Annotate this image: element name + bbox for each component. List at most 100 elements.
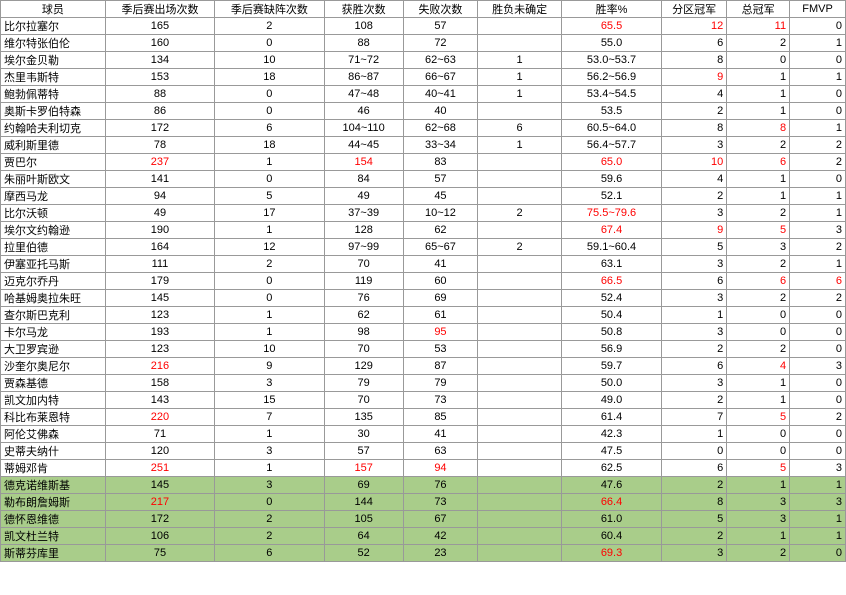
cell-rate: 67.4 — [561, 222, 661, 239]
table-row: 凯文杜兰特1062644260.4211 — [1, 528, 846, 545]
col-header-3: 获胜次数 — [324, 1, 403, 18]
cell-rate: 50.4 — [561, 307, 661, 324]
cell-und: 1 — [478, 52, 562, 69]
cell-miss: 17 — [215, 205, 324, 222]
cell-champ: 0 — [727, 426, 790, 443]
cell-und — [478, 256, 562, 273]
cell-fmvp: 1 — [790, 511, 846, 528]
cell-loss: 57 — [403, 171, 477, 188]
cell-name: 威利斯里德 — [1, 137, 106, 154]
cell-fmvp: 1 — [790, 35, 846, 52]
cell-champ: 6 — [727, 154, 790, 171]
table-row: 德怀恩维德17221056761.0531 — [1, 511, 846, 528]
cell-loss: 10~12 — [403, 205, 477, 222]
cell-miss: 0 — [215, 494, 324, 511]
cell-rate: 47.6 — [561, 477, 661, 494]
cell-fmvp: 0 — [790, 18, 846, 35]
cell-loss: 60 — [403, 273, 477, 290]
cell-fmvp: 0 — [790, 392, 846, 409]
cell-fmvp: 0 — [790, 341, 846, 358]
cell-app: 134 — [105, 52, 214, 69]
cell-win: 104~110 — [324, 120, 403, 137]
cell-miss: 0 — [215, 86, 324, 103]
cell-name: 伊塞亚托马斯 — [1, 256, 106, 273]
cell-win: 128 — [324, 222, 403, 239]
cell-rate: 49.0 — [561, 392, 661, 409]
cell-miss: 6 — [215, 545, 324, 562]
cell-div: 9 — [662, 69, 727, 86]
cell-miss: 0 — [215, 103, 324, 120]
cell-win: 44~45 — [324, 137, 403, 154]
cell-win: 37~39 — [324, 205, 403, 222]
cell-und — [478, 307, 562, 324]
cell-div: 1 — [662, 307, 727, 324]
cell-champ: 2 — [727, 341, 790, 358]
cell-div: 3 — [662, 375, 727, 392]
cell-name: 凯文杜兰特 — [1, 528, 106, 545]
cell-champ: 5 — [727, 460, 790, 477]
cell-champ: 1 — [727, 528, 790, 545]
cell-win: 71~72 — [324, 52, 403, 69]
table-row: 沙奎尔奥尼尔21691298759.7643 — [1, 358, 846, 375]
cell-name: 埃尔金贝勒 — [1, 52, 106, 69]
cell-loss: 41 — [403, 256, 477, 273]
cell-und — [478, 188, 562, 205]
table-row: 鲍勃佩蒂特88047~4840~41153.4~54.5410 — [1, 86, 846, 103]
table-row: 大卫罗宾逊12310705356.9220 — [1, 341, 846, 358]
cell-miss: 2 — [215, 511, 324, 528]
cell-app: 141 — [105, 171, 214, 188]
table-row: 拉里伯德1641297~9965~67259.1~60.4532 — [1, 239, 846, 256]
cell-app: 111 — [105, 256, 214, 273]
cell-app: 71 — [105, 426, 214, 443]
cell-champ: 2 — [727, 545, 790, 562]
cell-rate: 65.0 — [561, 154, 661, 171]
cell-loss: 53 — [403, 341, 477, 358]
cell-loss: 66~67 — [403, 69, 477, 86]
table-body: 比尔拉塞尔16521085765.512110维尔特张伯伦1600887255.… — [1, 18, 846, 562]
cell-name: 勒布朗詹姆斯 — [1, 494, 106, 511]
cell-loss: 65~67 — [403, 239, 477, 256]
table-row: 勒布朗詹姆斯21701447366.4833 — [1, 494, 846, 511]
cell-loss: 42 — [403, 528, 477, 545]
cell-champ: 1 — [727, 392, 790, 409]
cell-name: 蒂姆邓肯 — [1, 460, 106, 477]
cell-fmvp: 0 — [790, 426, 846, 443]
cell-miss: 10 — [215, 52, 324, 69]
cell-rate: 50.8 — [561, 324, 661, 341]
cell-app: 216 — [105, 358, 214, 375]
cell-name: 沙奎尔奥尼尔 — [1, 358, 106, 375]
cell-rate: 62.5 — [561, 460, 661, 477]
cell-app: 120 — [105, 443, 214, 460]
cell-champ: 3 — [727, 239, 790, 256]
cell-fmvp: 1 — [790, 528, 846, 545]
cell-und: 1 — [478, 69, 562, 86]
cell-fmvp: 1 — [790, 205, 846, 222]
cell-app: 123 — [105, 341, 214, 358]
cell-win: 69 — [324, 477, 403, 494]
cell-name: 德克诺维斯基 — [1, 477, 106, 494]
cell-und — [478, 426, 562, 443]
table-row: 杰里韦斯特1531886~8766~67156.2~56.9911 — [1, 69, 846, 86]
cell-und — [478, 324, 562, 341]
cell-champ: 0 — [727, 324, 790, 341]
cell-div: 10 — [662, 154, 727, 171]
cell-loss: 23 — [403, 545, 477, 562]
cell-miss: 18 — [215, 137, 324, 154]
cell-app: 123 — [105, 307, 214, 324]
cell-win: 79 — [324, 375, 403, 392]
cell-name: 比尔沃顿 — [1, 205, 106, 222]
cell-loss: 57 — [403, 18, 477, 35]
cell-champ: 1 — [727, 103, 790, 120]
cell-app: 193 — [105, 324, 214, 341]
cell-fmvp: 3 — [790, 222, 846, 239]
cell-win: 108 — [324, 18, 403, 35]
cell-name: 斯蒂芬库里 — [1, 545, 106, 562]
cell-miss: 1 — [215, 222, 324, 239]
cell-champ: 1 — [727, 171, 790, 188]
cell-und — [478, 18, 562, 35]
cell-und — [478, 171, 562, 188]
cell-div: 0 — [662, 443, 727, 460]
cell-fmvp: 0 — [790, 52, 846, 69]
cell-name: 奥斯卡罗伯特森 — [1, 103, 106, 120]
cell-name: 大卫罗宾逊 — [1, 341, 106, 358]
